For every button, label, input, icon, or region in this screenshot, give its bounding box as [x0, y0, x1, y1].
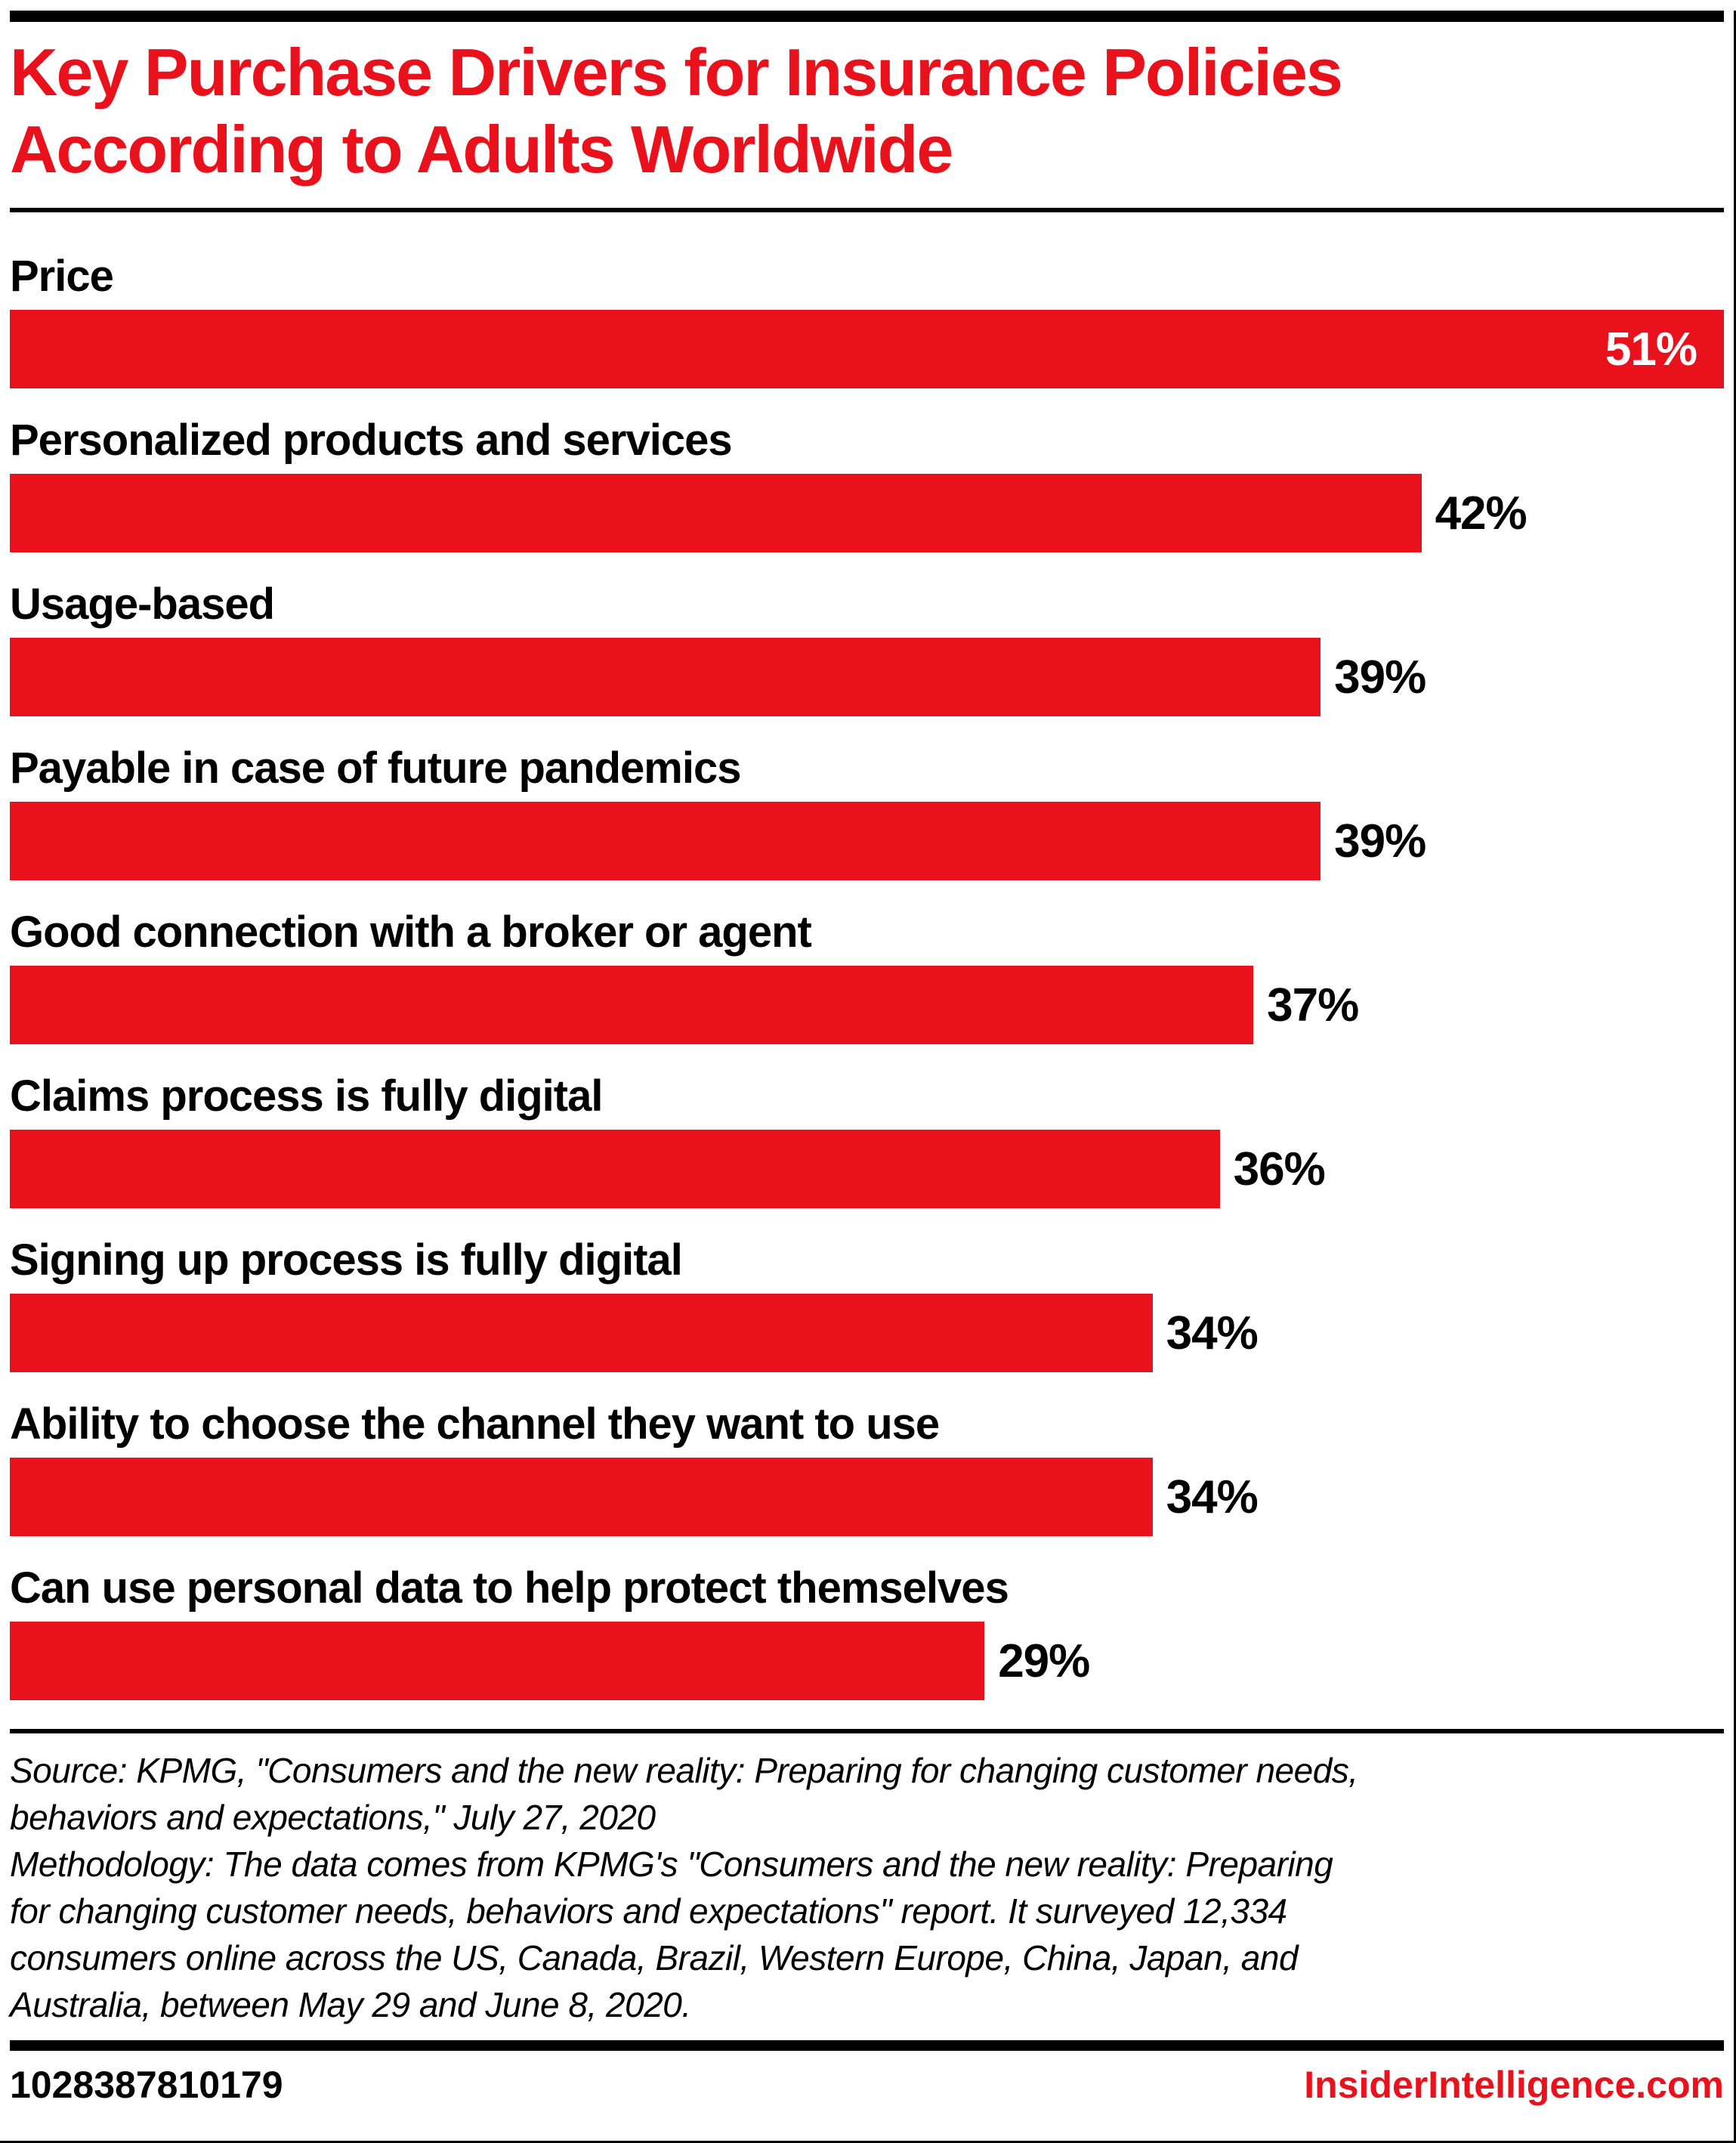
footer: 1028387810179 InsiderIntelligence.com	[10, 2051, 1724, 2107]
bar: 51%	[10, 310, 1724, 388]
chart-id: 1028387810179	[10, 2064, 283, 2106]
value-label: 42%	[1435, 487, 1527, 540]
category-label: Usage-based	[10, 580, 275, 629]
bar-row: Price 51%	[10, 253, 1724, 388]
methodology-line: Methodology: The data comes from KPMG's …	[10, 1845, 1333, 1884]
bar-track: 34%	[10, 1458, 1724, 1536]
bar	[10, 638, 1321, 716]
bar	[10, 1458, 1153, 1536]
chart-title-line-1: Key Purchase Drivers for Insurance Polic…	[10, 35, 1343, 110]
bar-track: 51%	[10, 310, 1724, 388]
category-label: Ability to choose the channel they want …	[10, 1399, 940, 1449]
methodology-line: Australia, between May 29 and June 8, 20…	[10, 1985, 691, 2024]
bar-track: 34%	[10, 1294, 1724, 1372]
category-label: Signing up process is fully digital	[10, 1235, 683, 1285]
bar-row: Can use personal data to help protect th…	[10, 1565, 1724, 1700]
footer-black-bar	[10, 2040, 1724, 2051]
bar-row: Ability to choose the channel they want …	[10, 1401, 1724, 1536]
bar-track: 42%	[10, 474, 1724, 552]
bar	[10, 966, 1254, 1044]
bar-row: Personalized products and services 42%	[10, 417, 1724, 552]
bar-track: 36%	[10, 1130, 1724, 1208]
bar-track: 39%	[10, 802, 1724, 880]
bar	[10, 802, 1321, 880]
category-label: Personalized products and services	[10, 416, 733, 465]
source-line: Source: KPMG, "Consumers and the new rea…	[10, 1751, 1358, 1790]
bar-row: Payable in case of future pandemics 39%	[10, 745, 1724, 880]
bar	[10, 1130, 1220, 1208]
category-label: Can use personal data to help protect th…	[10, 1563, 1009, 1613]
bar	[10, 474, 1422, 552]
category-label: Price	[10, 252, 114, 301]
methodology-line: consumers online across the US, Canada, …	[10, 1938, 1299, 1978]
value-label: 34%	[1166, 1470, 1259, 1523]
methodology-line: for changing customer needs, behaviors a…	[10, 1891, 1287, 1931]
source-divider-rule	[10, 1729, 1724, 1733]
bar-chart: Price 51% Personalized products and servic…	[10, 253, 1724, 1700]
category-label: Good connection with a broker or agent	[10, 908, 812, 957]
value-label: 39%	[1334, 651, 1426, 704]
chart-page: Key Purchase Drivers for Insurance Polic…	[0, 11, 1734, 2107]
bar-track: 29%	[10, 1622, 1724, 1700]
bar-row: Good connection with a broker or agent 37…	[10, 909, 1724, 1044]
title-divider-rule	[10, 208, 1724, 212]
value-label: 34%	[1166, 1307, 1259, 1359]
value-label: 51%	[1605, 323, 1697, 376]
category-label: Claims process is fully digital	[10, 1072, 603, 1121]
bar-track: 39%	[10, 638, 1724, 716]
chart-title-line-2: According to Adults Worldwide	[10, 112, 953, 187]
bar-row: Signing up process is fully digital 34%	[10, 1237, 1724, 1372]
value-label: 29%	[998, 1634, 1090, 1687]
bar-row: Claims process is fully digital 36%	[10, 1073, 1724, 1208]
insider-intelligence-link-text: InsiderIntelligence.com	[1304, 2064, 1724, 2106]
top-black-bar	[10, 11, 1724, 22]
bar	[10, 1622, 985, 1700]
source-line: behaviors and expectations," July 27, 20…	[10, 1798, 656, 1837]
bar-track: 37%	[10, 966, 1724, 1044]
bar-row: Usage-based 39%	[10, 581, 1724, 716]
value-label: 37%	[1267, 979, 1359, 1031]
category-label: Payable in case of future pandemics	[10, 744, 741, 793]
source-methodology-block: Source: KPMG, "Consumers and the new rea…	[10, 1747, 1724, 2028]
value-label: 36%	[1233, 1143, 1326, 1195]
value-label: 39%	[1334, 815, 1426, 867]
bar	[10, 1294, 1153, 1372]
